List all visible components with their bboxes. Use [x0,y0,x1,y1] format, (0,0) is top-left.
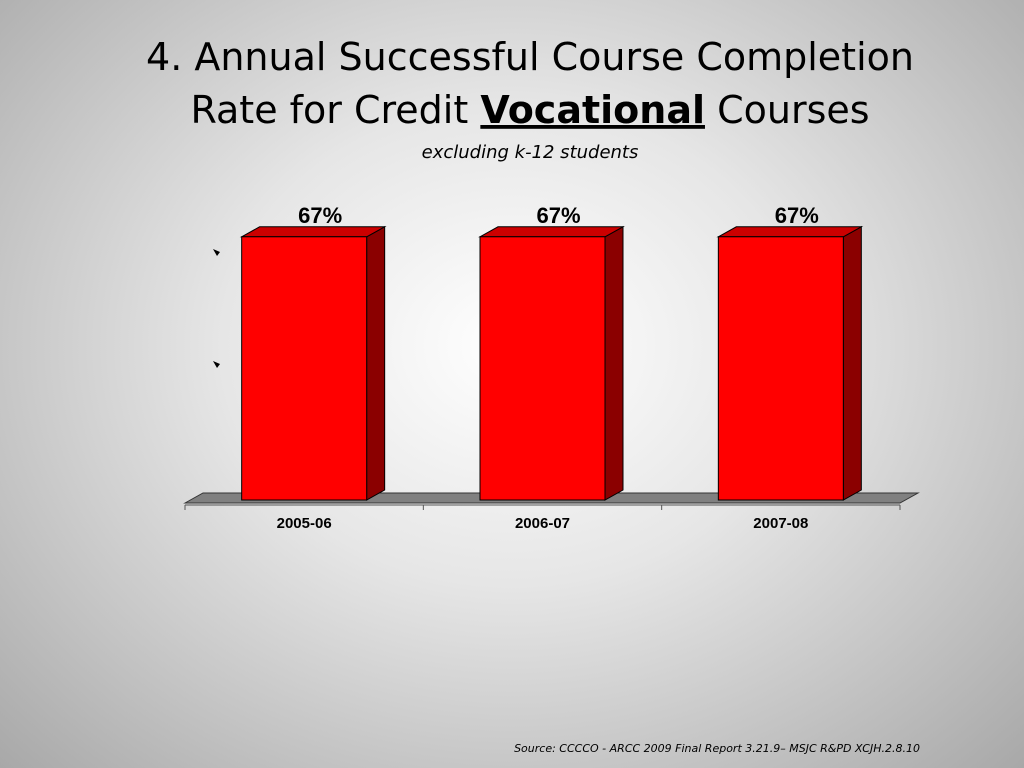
bar [479,236,606,501]
x-tick-label: 2005-06 [277,515,332,532]
chart-title: 4. Annual Successful Course Completion [146,35,914,79]
axis-marker [213,361,220,368]
axis-marker [213,249,220,256]
value-label: 67% [536,203,580,228]
bar [241,236,368,501]
value-label: 67% [775,203,819,228]
bar [717,236,844,501]
bar-top [239,226,387,238]
value-label: 67% [298,203,342,228]
chart-title-emphasis: Vocational [480,88,705,132]
source-note: Source: CCCCO - ARCC 2009 Final Report 3… [514,742,920,755]
chart-subtitle: excluding k-12 students [422,142,639,163]
bar-side [604,225,624,501]
chart-title-part: Courses [717,88,869,132]
chart-title: Rate for Credit Vocational Courses [190,88,869,132]
x-tick-label: 2007-08 [753,515,808,532]
bar-side [842,225,862,501]
bar-top [478,226,625,238]
x-tick-label: 2006-07 [515,515,570,532]
bar-side [366,225,386,501]
chart-title-part: Rate for Credit [190,88,468,132]
bar-top [716,226,864,238]
